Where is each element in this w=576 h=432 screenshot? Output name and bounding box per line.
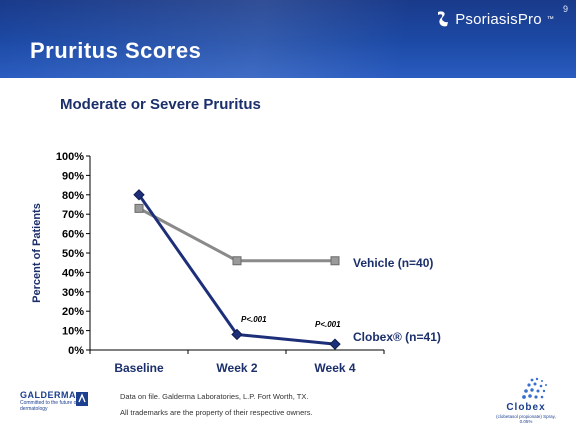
footnote-source: Data on file. Galderma Laboratories, L.P…	[120, 392, 309, 401]
data-point	[330, 256, 340, 266]
y-tick-label: 100%	[56, 151, 84, 163]
page-number: 9	[562, 4, 568, 14]
x-tick-label: Week 4	[314, 361, 355, 375]
brand-trademark: ™	[546, 15, 554, 23]
y-tick-label: 70%	[62, 209, 84, 221]
data-point	[133, 189, 145, 201]
footnote-trademarks: All trademarks are the property of their…	[120, 408, 313, 417]
brand-logo: PsoriasisPro ™	[435, 10, 554, 28]
y-tick-label: 0%	[68, 345, 84, 357]
p-value-annotation: P<.001	[315, 320, 341, 329]
header-shine	[0, 0, 576, 78]
x-tick-label: Baseline	[114, 361, 164, 375]
series-label-1: Clobex® (n=41)	[353, 330, 441, 344]
chart-title: Moderate or Severe Pruritus	[60, 96, 261, 113]
data-point	[231, 328, 243, 341]
series-label-0: Vehicle (n=40)	[353, 256, 433, 270]
clobex-name: Clobex	[506, 402, 546, 413]
y-tick-label: 80%	[62, 190, 84, 202]
data-point	[232, 256, 242, 266]
y-tick-label: 60%	[62, 229, 84, 241]
galderma-emblem-icon	[76, 392, 88, 406]
y-tick-label: 50%	[62, 248, 84, 260]
galderma-tagline: Committed to the future of dermatology	[20, 400, 78, 412]
brand-name: PsoriasisPro	[455, 10, 542, 28]
psoriasispro-icon	[438, 11, 449, 27]
data-point	[134, 203, 144, 213]
x-tick-label: Week 2	[216, 361, 257, 375]
header-banner: 9 PsoriasisPro ™ Pruritus Scores	[0, 0, 576, 78]
y-tick-label: 20%	[62, 306, 84, 318]
clobex-description: (clobetasol propionate) Spray, 0.05%	[496, 414, 556, 424]
page-title: Pruritus Scores	[30, 38, 202, 63]
galderma-logo: GALDERMA Committed to the future of derm…	[20, 390, 100, 412]
p-value-annotation: P<.001	[241, 315, 267, 324]
y-axis-label: Percent of Patients	[31, 203, 43, 303]
clobex-dots-icon	[522, 377, 547, 399]
series-line-1	[137, 193, 336, 346]
y-tick-label: 10%	[62, 326, 84, 338]
y-tick-label: 90%	[62, 170, 84, 182]
data-point	[329, 338, 341, 350]
y-tick-label: 40%	[62, 267, 84, 279]
galderma-name: GALDERMA	[20, 390, 76, 400]
y-tick-label: 30%	[62, 287, 84, 299]
